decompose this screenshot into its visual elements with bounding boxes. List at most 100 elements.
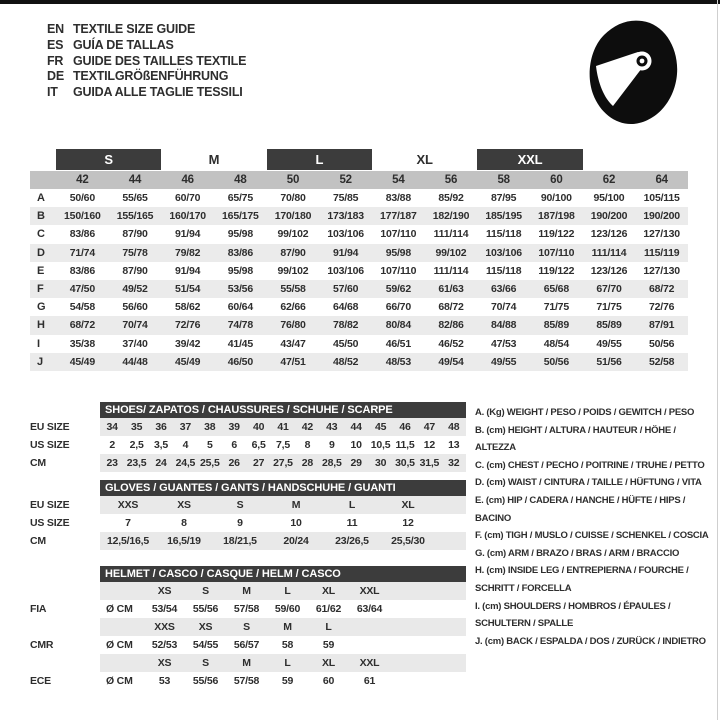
spacer	[30, 582, 100, 600]
helmet-size-value: 55/56	[192, 675, 219, 687]
helmet-values-row: Ø CM 53/54 55/56 57/58 59/60 61/62 63/64	[100, 600, 466, 618]
size-value: 119/122	[538, 228, 575, 241]
diameter-label: Ø CM	[106, 639, 133, 651]
size-value: 6,5	[251, 439, 266, 451]
size-value: 32	[448, 457, 460, 469]
helmet-values-row: Ø CM 53 55/56 57/58 59 60 61	[100, 672, 466, 690]
size-value: 74/78	[227, 319, 253, 332]
helmet-size-header-row: XXS XS S M L	[100, 618, 466, 636]
size-value: 76/80	[280, 319, 306, 332]
size-value: 50/60	[69, 192, 95, 205]
size-value: 47/50	[69, 283, 95, 296]
size-value: 39	[228, 421, 240, 433]
spacer	[30, 480, 100, 496]
gloves-table: GLOVES / GUANTES / GANTS / HANDSCHUHE / …	[30, 480, 466, 550]
helmet-table: HELMET / CASCO / CASQUE / HELM / CASCO X…	[30, 566, 466, 690]
size-value: 71/74	[69, 246, 95, 259]
size-value: 13	[448, 439, 460, 451]
legend-item: A. (Kg) WEIGHT / PESO / POIDS / GEWITCH …	[475, 407, 695, 418]
size-value: S	[236, 499, 244, 511]
table-row: B 150/160 155/165 160/170 165/175 170/180 173/…	[30, 207, 688, 226]
size-value: 29	[350, 457, 362, 469]
size-value: 107/110	[538, 246, 575, 259]
size-value: 60/64	[227, 301, 253, 314]
size-value: 10	[290, 517, 302, 529]
helmet-size-value: 59/60	[274, 603, 301, 615]
size-value: 2	[109, 439, 116, 451]
row-key: B	[37, 210, 45, 223]
size-value: 155/165	[116, 210, 154, 223]
size-value: 50/56	[649, 337, 675, 350]
language-code: DE	[47, 69, 64, 84]
size-value: 103/106	[327, 264, 364, 277]
row-key: E	[37, 264, 45, 277]
helmet-size-value: 61	[363, 675, 376, 687]
size-value: 47/53	[491, 337, 517, 350]
size-value: 185/195	[485, 210, 522, 223]
table-row: F 47/50 49/52 51/54 53/56 55/58 57/60 59/62 61/6…	[30, 279, 688, 299]
size-column-header: 50	[286, 174, 300, 186]
row-key: F	[37, 283, 44, 296]
helmet-size-label: L	[284, 657, 291, 669]
helmet-size-label: XXL	[359, 657, 380, 669]
shoes-title: SHOES/ ZAPATOS / CHAUSSURES / SCHUHE / S…	[100, 402, 466, 418]
size-value: 24,5	[175, 457, 196, 469]
textile-size-table: S M L XL XXL 42 44 46 48 50 52 54 56 58 60 62 64 A 50/60…	[30, 148, 688, 371]
size-value: 103/106	[327, 228, 364, 241]
size-value: 79/82	[175, 246, 201, 259]
size-column-header: 62	[602, 174, 616, 186]
size-value: 39/42	[175, 337, 201, 350]
helmet-title: HELMET / CASCO / CASQUE / HELM / CASCO	[100, 566, 466, 582]
size-value: 53/56	[227, 283, 253, 296]
size-column-header: 60	[550, 174, 563, 186]
size-column-header: 52	[339, 174, 352, 186]
size-value: 23,5	[126, 457, 147, 469]
size-value: 26	[228, 457, 240, 469]
size-value: 7,5	[275, 439, 290, 451]
right-border	[717, 0, 718, 720]
table-row: J 45/49 44/48 45/49 46/50 47/51 48/52 48/53 49/5…	[30, 352, 688, 371]
guide-title: TEXTILGRÖßENFÜHRUNG	[73, 69, 229, 84]
size-value: 111/114	[591, 246, 627, 259]
size-value: XS	[177, 499, 191, 511]
size-value: 48/52	[333, 355, 359, 368]
row-key: J	[37, 355, 43, 368]
size-value: 54/58	[69, 301, 95, 314]
sub-row-values: 2 2,5 3,5 4 5 6 6,5 7,5 8 9 10 10,5 11,5 12 13	[100, 436, 466, 454]
language-code: IT	[47, 85, 58, 100]
size-value: 61/63	[438, 283, 464, 296]
legend-item: I. (cm) SHOULDERS / HOMBROS / ÉPAULES / …	[475, 600, 671, 630]
size-value: 84/88	[491, 319, 517, 332]
size-value: 9	[328, 439, 335, 451]
size-value: 40	[252, 421, 265, 433]
helmet-size-value: 60	[322, 675, 335, 687]
size-value: 99/102	[435, 246, 467, 259]
table-row: H 68/72 70/74 72/76 74/78 76/80 78/82 80/84 82/8…	[30, 316, 688, 335]
size-value: L	[348, 499, 356, 511]
diameter-label: Ø CM	[106, 675, 133, 687]
size-value: 71/75	[543, 301, 569, 314]
row-key: I	[37, 337, 40, 350]
size-value: 190/200	[643, 210, 680, 223]
size-value: 52/58	[649, 355, 675, 368]
size-value: 36	[155, 421, 167, 433]
size-value: 49/55	[596, 337, 622, 350]
size-value: 43/47	[280, 337, 306, 350]
size-value: 28	[301, 457, 314, 469]
size-value: 44/48	[122, 355, 148, 368]
size-value: 45/50	[333, 337, 359, 350]
helmet-size-label: L	[284, 585, 291, 597]
size-value: 78/82	[333, 319, 359, 332]
size-value: 83/86	[69, 228, 95, 241]
language-code: ES	[47, 37, 64, 52]
size-column-header: 56	[444, 174, 458, 186]
size-value: 111/114	[433, 264, 469, 277]
size-value: 30,5	[395, 457, 415, 469]
language-code: FR	[47, 53, 64, 68]
size-value: 83/88	[385, 192, 411, 205]
helmet-size-value: 52/53	[151, 639, 178, 651]
legend-item: D. (cm) WAIST / CINTURA / TAILLE / HÜFTU…	[475, 477, 702, 489]
size-group-header-row: S M L XL XXL	[30, 148, 688, 171]
row-key: H	[37, 319, 45, 332]
size-value: 68/72	[438, 301, 464, 314]
